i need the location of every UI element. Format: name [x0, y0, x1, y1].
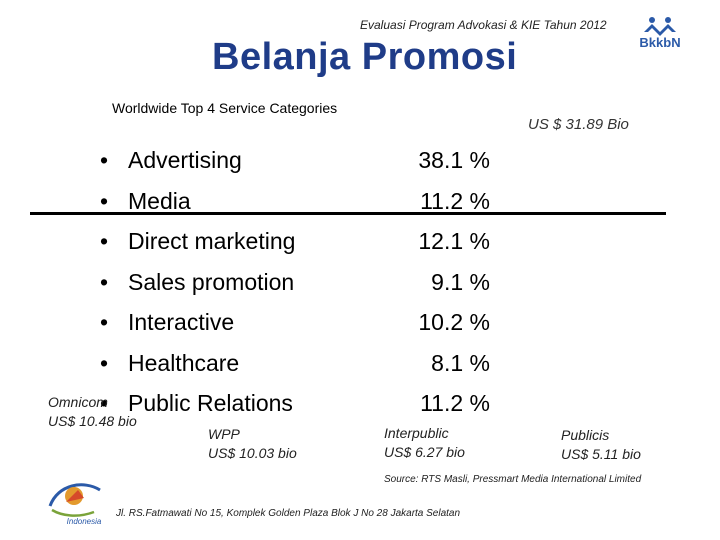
indonesia-logo-text: Indonesia — [67, 517, 102, 526]
category-percent: 11.2 % — [420, 390, 490, 416]
category-name: Interactive — [128, 309, 235, 335]
company-name: Interpublic — [384, 425, 449, 441]
bullet: • — [100, 390, 109, 416]
category-percent: 38.1 % — [418, 147, 490, 173]
category-item: • Direct marketing — [100, 221, 295, 262]
indonesia-logo: Indonesia — [48, 483, 102, 526]
company-value: US$ 10.48 bio — [48, 413, 137, 429]
company-omnicom: Omnicom US$ 10.48 bio — [48, 393, 137, 431]
category-item: • Healthcare — [100, 343, 295, 384]
bkkbn-logo: BkkbN — [639, 17, 681, 50]
company-publicis: Publicis US$ 5.11 bio — [561, 426, 641, 464]
source-note: Source: RTS Masli, Pressmart Media Inter… — [384, 474, 642, 485]
category-item: • Interactive — [100, 302, 295, 343]
percent-list: 38.1 % 11.2 % 12.1 % 9.1 % 10.2 % 8.1 % … — [400, 140, 490, 424]
company-name: Publicis — [561, 427, 610, 443]
category-percent: 9.1 % — [431, 268, 490, 295]
bullet: • — [100, 349, 109, 376]
category-item: • Public Relations — [100, 383, 295, 424]
bullet: • — [100, 147, 109, 173]
category-list: • Advertising • Media • Direct marketing • S… — [100, 140, 295, 424]
category-name: Public Relations — [128, 390, 293, 416]
company-value: US$ 5.11 bio — [561, 446, 641, 462]
company-name: Omnicom — [48, 394, 108, 410]
category-name: Healthcare — [128, 349, 240, 376]
company-wpp: WPP US$ 10.03 bio — [208, 425, 297, 463]
footer-address: Jl. RS.Fatmawati No 15, Komplek Golden P… — [116, 508, 461, 519]
company-interpublic: Interpublic US$ 6.27 bio — [384, 424, 465, 462]
bkkbn-logo-text: BkkbN — [639, 35, 680, 50]
category-item: • Media — [100, 181, 295, 222]
company-value: US$ 6.27 bio — [384, 444, 465, 460]
category-name: Media — [128, 187, 191, 214]
subtitle: Worldwide Top 4 Service Categories — [112, 100, 338, 116]
slide-title: Belanja Promosi — [212, 36, 518, 78]
category-percent: 8.1 % — [431, 349, 490, 376]
category-percent: 10.2 % — [418, 309, 490, 335]
company-value: US$ 10.03 bio — [208, 445, 297, 461]
bullet: • — [100, 268, 109, 295]
category-percent: 11.2 % — [420, 187, 490, 214]
bullet: • — [100, 228, 109, 254]
category-item: • Sales promotion — [100, 262, 295, 303]
category-name: Direct marketing — [128, 228, 296, 254]
company-name: WPP — [208, 426, 240, 442]
category-name: Advertising — [128, 147, 242, 173]
total-spend-label: US $ 31.89 Bio — [528, 116, 629, 133]
category-name: Sales promotion — [128, 268, 295, 295]
header-caption: Evaluasi Program Advokasi & KIE Tahun 20… — [360, 18, 607, 32]
divider-line — [30, 212, 666, 215]
bullet: • — [100, 309, 109, 335]
category-percent: 12.1 % — [418, 228, 490, 254]
category-item: • Advertising — [100, 140, 295, 181]
bullet: • — [100, 187, 109, 214]
